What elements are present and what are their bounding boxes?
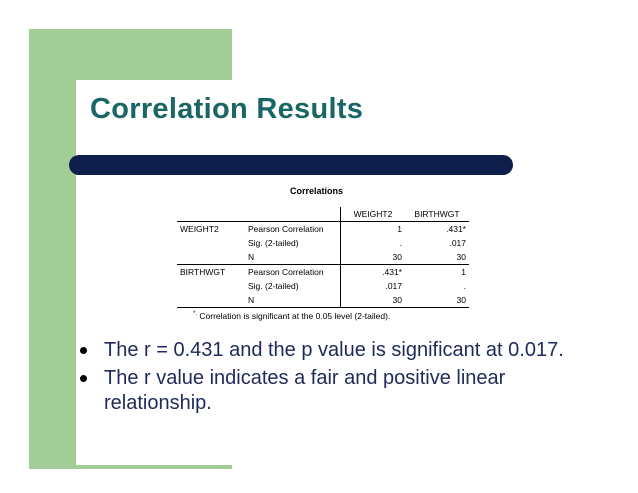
- stat-label: N: [245, 293, 341, 308]
- row-variable-label-empty: [177, 250, 245, 265]
- table-cell: .: [463, 281, 466, 291]
- table-row: Sig. (2-tailed) . .017: [177, 236, 469, 250]
- table-cell: 30: [340, 293, 405, 308]
- content-panel: [76, 175, 616, 465]
- bullet-dot-icon: [80, 375, 87, 382]
- footnote-marker: *.: [193, 311, 198, 318]
- bullet-item: The r value indicates a fair and positiv…: [78, 366, 578, 416]
- table-row: Sig. (2-tailed) .017 .: [177, 279, 469, 293]
- table-cell: .017: [449, 238, 466, 248]
- stat-label: N: [245, 250, 341, 265]
- table-cell: 1: [397, 224, 402, 234]
- slide-title: Correlation Results: [90, 93, 364, 125]
- table-cell: .017: [385, 281, 402, 291]
- table-caption: Correlations: [290, 186, 344, 196]
- bullet-list: The r = 0.431 and the p value is signifi…: [78, 338, 578, 419]
- stat-label: Sig. (2-tailed): [245, 236, 341, 250]
- table-footnote: *. Correlation is significant at the 0.0…: [193, 311, 390, 321]
- table-row: BIRTHWGT Pearson Correlation .431* 1: [177, 264, 469, 279]
- header-empty-cell: [177, 207, 245, 222]
- stat-label: Sig. (2-tailed): [245, 279, 341, 293]
- table-cell: 1: [461, 267, 466, 277]
- table-cell: .: [399, 238, 402, 248]
- row-variable-label-empty: [177, 236, 245, 250]
- footnote-text: Correlation is significant at the 0.05 l…: [199, 311, 391, 321]
- correlations-table: WEIGHT2 BIRTHWGT WEIGHT2 Pearson Correla…: [177, 207, 469, 308]
- row-variable-label-empty: [177, 279, 245, 293]
- table-header-row: WEIGHT2 BIRTHWGT: [177, 207, 469, 222]
- table-row: WEIGHT2 Pearson Correlation 1 .431*: [177, 221, 469, 236]
- stat-label: Pearson Correlation: [245, 221, 341, 236]
- column-header-weight2: WEIGHT2: [340, 207, 405, 222]
- table-cell: 30: [340, 250, 405, 265]
- table-cell: 30: [405, 250, 469, 265]
- bullet-text: The r value indicates a fair and positiv…: [104, 367, 506, 414]
- bullet-item: The r = 0.431 and the p value is signifi…: [78, 338, 578, 363]
- stat-label: Pearson Correlation: [245, 264, 341, 279]
- bullet-text: The r = 0.431 and the p value is signifi…: [104, 339, 564, 361]
- row-variable-label-empty: [177, 293, 245, 308]
- bullet-dot-icon: [80, 347, 87, 354]
- column-header-birthwgt: BIRTHWGT: [405, 207, 469, 222]
- header-empty-cell: [245, 207, 341, 222]
- title-underline-bar: [69, 155, 513, 175]
- table-cell: 30: [405, 293, 469, 308]
- row-variable-label: BIRTHWGT: [180, 267, 226, 277]
- row-variable-label: WEIGHT2: [180, 224, 219, 234]
- table-cell: .431*: [382, 267, 402, 277]
- table-row: N 30 30: [177, 250, 469, 265]
- table-row: N 30 30: [177, 293, 469, 308]
- title-panel: [76, 80, 616, 160]
- table-cell: .431*: [446, 224, 466, 234]
